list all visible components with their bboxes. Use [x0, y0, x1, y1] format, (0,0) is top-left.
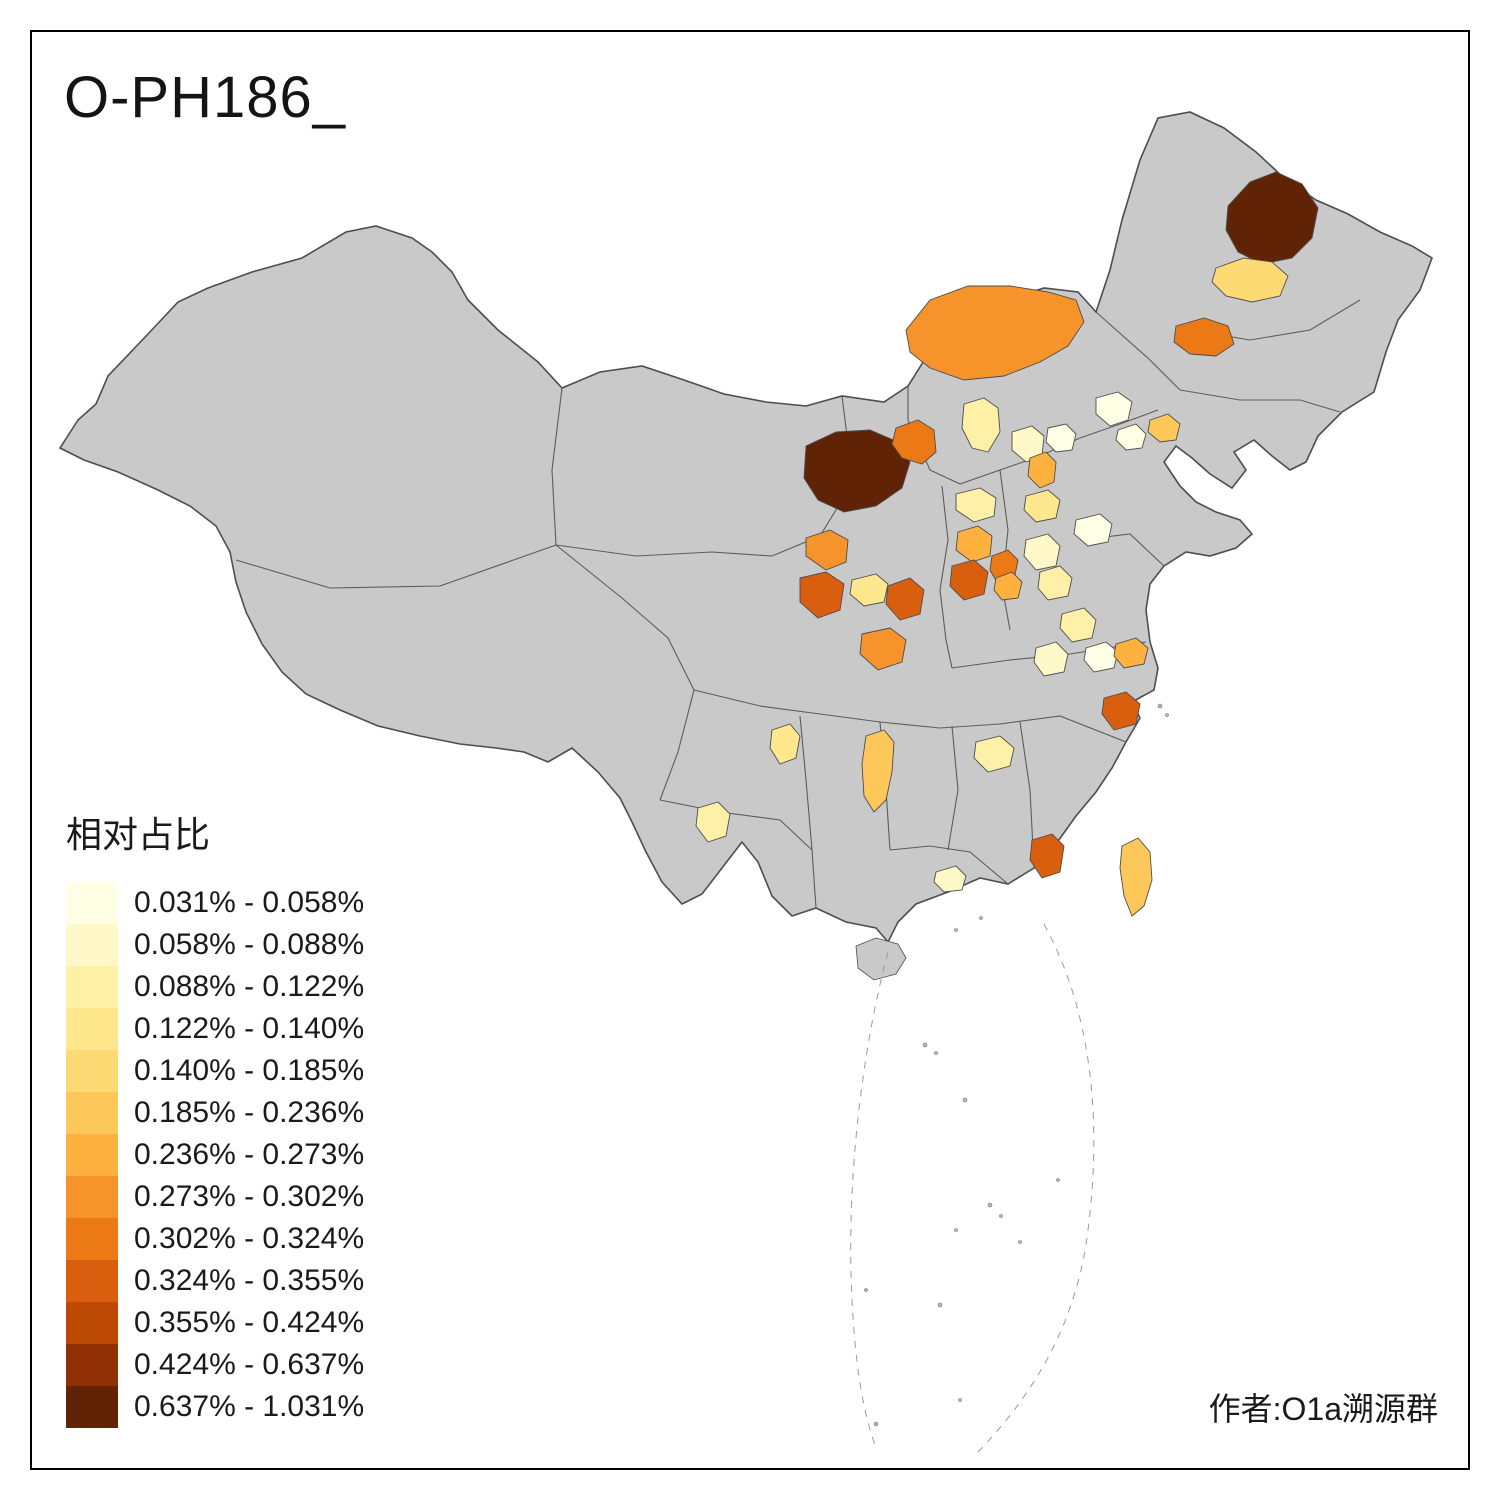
legend-label: 0.324% - 0.355%	[134, 1264, 365, 1297]
legend-row: 0.058% - 0.088%	[66, 924, 364, 966]
map-region	[769, 723, 801, 765]
map-region	[1083, 641, 1119, 673]
map-region	[1045, 423, 1077, 453]
map-region	[695, 801, 731, 843]
legend-label: 0.058% - 0.088%	[134, 928, 365, 961]
legend-swatch	[66, 1302, 118, 1344]
map-region	[933, 865, 967, 893]
map-region	[1033, 641, 1069, 677]
legend-label: 0.424% - 0.637%	[134, 1348, 365, 1381]
map-region	[1027, 451, 1057, 489]
map-region	[1023, 489, 1061, 523]
legend-swatch	[66, 1344, 118, 1386]
legend-row: 0.122% - 0.140%	[66, 1008, 364, 1050]
legend-row: 0.273% - 0.302%	[66, 1176, 364, 1218]
legend-label: 0.185% - 0.236%	[134, 1096, 365, 1129]
map-region	[1023, 533, 1061, 571]
legend-label: 0.637% - 1.031%	[134, 1390, 365, 1423]
colored-regions	[695, 171, 1319, 917]
map-region	[955, 487, 997, 523]
china-outline	[58, 111, 1433, 944]
legend-label: 0.140% - 0.185%	[134, 1054, 365, 1087]
legend-label: 0.031% - 0.058%	[134, 886, 365, 919]
hainan-island	[855, 937, 907, 981]
map-region	[803, 429, 911, 513]
legend-swatch	[66, 1260, 118, 1302]
legend-label: 0.355% - 0.424%	[134, 1306, 365, 1339]
map-region	[885, 577, 925, 621]
south-china-sea-islands	[850, 703, 1169, 1453]
map-region	[1059, 607, 1097, 643]
map-region	[1037, 565, 1073, 601]
page-title: O-PH186_	[64, 65, 347, 130]
legend-row: 0.236% - 0.273%	[66, 1134, 364, 1176]
legend-row: 0.088% - 0.122%	[66, 966, 364, 1008]
legend-label: 0.273% - 0.302%	[134, 1180, 365, 1213]
legend: 相对占比 0.031% - 0.058% 0.058% - 0.088% 0.0…	[66, 806, 364, 1428]
legend-swatch	[66, 882, 118, 924]
legend-row: 0.637% - 1.031%	[66, 1386, 364, 1428]
legend-swatch	[66, 1092, 118, 1134]
map-region	[1225, 171, 1319, 265]
plot-border	[30, 30, 1470, 1470]
legend-label: 0.088% - 0.122%	[134, 970, 365, 1003]
map-region	[993, 571, 1023, 601]
legend-swatch	[66, 1008, 118, 1050]
legend-row: 0.324% - 0.355%	[66, 1260, 364, 1302]
legend-title: 相对占比	[66, 814, 211, 855]
map-region	[955, 525, 993, 563]
map-region	[859, 627, 907, 671]
map-region	[1101, 691, 1141, 731]
map-region-taiwan	[1119, 837, 1153, 917]
legend-row: 0.185% - 0.236%	[66, 1092, 364, 1134]
map-region	[1115, 423, 1147, 451]
legend-swatch	[66, 924, 118, 966]
map-region	[799, 571, 845, 619]
map-region	[861, 729, 895, 813]
legend-swatch	[66, 1386, 118, 1428]
legend-row: 0.302% - 0.324%	[66, 1218, 364, 1260]
map-region	[1113, 637, 1149, 669]
map-region	[805, 529, 849, 571]
legend-swatch	[66, 1218, 118, 1260]
map-region	[973, 735, 1015, 773]
legend-swatch	[66, 966, 118, 1008]
legend-label: 0.122% - 0.140%	[134, 1012, 365, 1045]
legend-row: 0.140% - 0.185%	[66, 1050, 364, 1092]
legend-row: 0.424% - 0.637%	[66, 1344, 364, 1386]
map-region	[961, 397, 1001, 453]
legend-label: 0.302% - 0.324%	[134, 1222, 365, 1255]
map-region	[1095, 391, 1133, 427]
map-region	[1029, 833, 1065, 879]
map-region	[949, 559, 989, 601]
map-region	[1073, 513, 1113, 547]
map-region	[1147, 413, 1181, 443]
legend-swatch	[66, 1176, 118, 1218]
author-credit: 作者:O1a溯源群	[1208, 1391, 1438, 1427]
map-region	[1211, 257, 1289, 303]
legend-swatch	[66, 1134, 118, 1176]
map-region	[1173, 317, 1235, 357]
legend-label: 0.236% - 0.273%	[134, 1138, 365, 1171]
map-region	[849, 573, 889, 607]
map-region	[905, 285, 1085, 381]
legend-row: 0.031% - 0.058%	[66, 882, 364, 924]
map-region	[891, 419, 937, 465]
legend-row: 0.355% - 0.424%	[66, 1302, 364, 1344]
legend-swatch	[66, 1050, 118, 1092]
